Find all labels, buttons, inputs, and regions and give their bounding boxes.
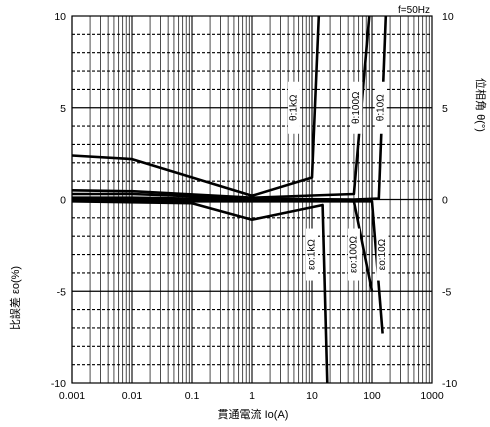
x-tick-label: 0.01 — [122, 390, 143, 402]
y-tick-label-right: 0 — [442, 195, 448, 207]
series-label: θ:10Ω — [375, 94, 386, 121]
series-label-background — [374, 81, 387, 134]
series-label: θ:1kΩ — [289, 94, 300, 121]
series-label: θ:100Ω — [351, 91, 362, 124]
series-label: εo:10Ω — [377, 238, 388, 270]
series-label: εo:1kΩ — [307, 239, 318, 270]
y-tick-labels-left: -10 -5 0 5 10 — [51, 11, 66, 390]
chart-series-labels: θ:1kΩ θ:100Ω θ:10Ω εo:1kΩ εo:100Ω εo:10Ω — [287, 81, 389, 281]
y-tick-label-left: -5 — [57, 286, 66, 298]
frequency-annotation: f=50Hz — [398, 5, 430, 16]
y-tick-label-left: 5 — [60, 103, 66, 115]
series-line-6 — [71, 198, 384, 334]
x-tick-label: 10 — [306, 390, 318, 402]
series-label-background — [376, 228, 389, 281]
series-label: εo:100Ω — [349, 236, 360, 273]
series-line-4 — [71, 200, 329, 384]
y-axis-label-right: 位相角 θ(°) — [474, 78, 488, 132]
series-label-background — [350, 81, 363, 134]
y-tick-label-left: 0 — [60, 195, 66, 207]
y-axis-label-left: 比誤差 εo(%) — [8, 266, 22, 330]
x-tick-label: 0.1 — [185, 390, 200, 402]
series-line-3 — [72, 15, 388, 201]
series-label-background — [287, 81, 300, 134]
y-tick-label-right: -5 — [442, 286, 451, 298]
x-tick-label: 100 — [363, 390, 381, 402]
x-tick-label: 1 — [249, 390, 255, 402]
series-label-background — [347, 228, 360, 281]
y-tick-label-right: -10 — [442, 378, 457, 390]
y-tick-label-left: -10 — [51, 378, 66, 390]
series-line-1 — [71, 15, 321, 198]
x-axis-label: 貫通電流 Io(A) — [218, 407, 289, 421]
y-tick-labels-right: -10 -5 0 5 10 — [442, 11, 457, 390]
x-tick-label: 0.001 — [59, 390, 85, 402]
series-label-background — [306, 228, 318, 281]
y-tick-label-left: 10 — [54, 11, 66, 23]
y-tick-label-right: 5 — [442, 103, 448, 115]
x-tick-label: 1000 — [420, 390, 444, 402]
x-tick-labels: 0.001 0.01 0.1 1 10 100 1000 — [59, 390, 444, 402]
y-tick-label-right: 10 — [442, 11, 454, 23]
